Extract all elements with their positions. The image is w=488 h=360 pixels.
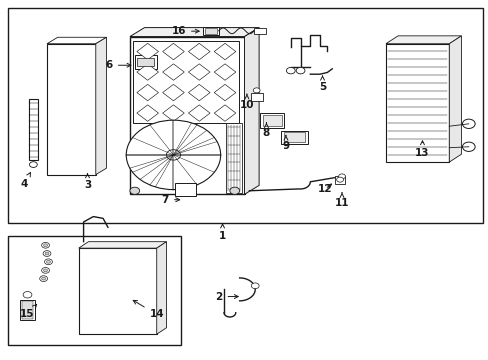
Circle shape bbox=[41, 267, 49, 273]
Bar bbox=[283, 132, 305, 142]
Bar bbox=[8, 8, 483, 223]
Circle shape bbox=[251, 283, 259, 289]
Polygon shape bbox=[214, 43, 235, 60]
Circle shape bbox=[41, 277, 45, 280]
Circle shape bbox=[45, 252, 49, 255]
Text: 7: 7 bbox=[161, 195, 179, 205]
Polygon shape bbox=[385, 36, 461, 44]
Bar bbox=[8, 235, 181, 345]
Circle shape bbox=[43, 269, 47, 272]
Polygon shape bbox=[163, 43, 184, 60]
Text: 3: 3 bbox=[84, 174, 91, 190]
Polygon shape bbox=[244, 28, 259, 194]
Bar bbox=[334, 176, 345, 184]
Bar bbox=[137, 58, 154, 66]
Polygon shape bbox=[137, 64, 158, 80]
Circle shape bbox=[130, 187, 140, 194]
Bar bbox=[250, 93, 263, 101]
Circle shape bbox=[43, 251, 51, 256]
Bar bbox=[29, 99, 38, 160]
Polygon shape bbox=[137, 84, 158, 101]
Text: 14: 14 bbox=[133, 300, 163, 319]
Circle shape bbox=[296, 67, 305, 74]
Bar bbox=[262, 115, 282, 126]
Bar bbox=[260, 113, 284, 128]
Polygon shape bbox=[157, 242, 166, 334]
Bar bbox=[175, 183, 195, 196]
Circle shape bbox=[462, 119, 474, 129]
Polygon shape bbox=[79, 242, 166, 248]
Bar bbox=[225, 123, 242, 193]
Polygon shape bbox=[188, 64, 210, 80]
Polygon shape bbox=[137, 105, 158, 121]
Polygon shape bbox=[163, 64, 184, 80]
Text: 16: 16 bbox=[171, 26, 199, 36]
Circle shape bbox=[229, 187, 239, 194]
Polygon shape bbox=[214, 64, 235, 80]
Polygon shape bbox=[214, 84, 235, 101]
Text: 9: 9 bbox=[282, 135, 289, 151]
Polygon shape bbox=[96, 37, 106, 175]
Bar bbox=[79, 248, 157, 334]
Text: 6: 6 bbox=[105, 60, 131, 70]
Bar bbox=[133, 41, 239, 123]
Bar bbox=[204, 28, 217, 34]
Text: 2: 2 bbox=[215, 292, 238, 302]
Circle shape bbox=[23, 292, 32, 298]
Circle shape bbox=[336, 177, 343, 182]
Bar bbox=[254, 28, 266, 34]
Polygon shape bbox=[214, 105, 235, 121]
Polygon shape bbox=[47, 44, 96, 175]
Polygon shape bbox=[47, 37, 106, 44]
Polygon shape bbox=[163, 84, 184, 101]
Circle shape bbox=[462, 142, 474, 152]
Circle shape bbox=[40, 276, 47, 282]
Circle shape bbox=[29, 162, 37, 167]
Text: 11: 11 bbox=[334, 193, 348, 208]
Text: 8: 8 bbox=[262, 123, 269, 138]
Text: 12: 12 bbox=[317, 184, 331, 194]
Polygon shape bbox=[188, 105, 210, 121]
Bar bbox=[20, 300, 35, 320]
Text: 1: 1 bbox=[219, 224, 226, 240]
Text: 10: 10 bbox=[239, 94, 254, 110]
Bar bbox=[130, 37, 244, 194]
Circle shape bbox=[338, 174, 345, 179]
Circle shape bbox=[286, 67, 295, 74]
Bar bbox=[281, 131, 307, 144]
Circle shape bbox=[126, 120, 220, 190]
Circle shape bbox=[41, 242, 49, 248]
Polygon shape bbox=[188, 43, 210, 60]
Circle shape bbox=[46, 260, 50, 263]
Bar bbox=[21, 301, 33, 319]
Polygon shape bbox=[137, 43, 158, 60]
Polygon shape bbox=[188, 84, 210, 101]
Polygon shape bbox=[130, 28, 259, 37]
Text: 5: 5 bbox=[318, 76, 325, 92]
Text: 13: 13 bbox=[414, 141, 429, 158]
Text: 15: 15 bbox=[20, 304, 37, 319]
Circle shape bbox=[44, 259, 52, 265]
Circle shape bbox=[166, 150, 180, 160]
Bar bbox=[385, 44, 448, 162]
Bar bbox=[203, 27, 218, 35]
Polygon shape bbox=[448, 36, 461, 162]
Bar bbox=[135, 55, 157, 69]
Polygon shape bbox=[163, 105, 184, 121]
Circle shape bbox=[253, 88, 260, 93]
Circle shape bbox=[43, 244, 47, 247]
Text: 4: 4 bbox=[20, 172, 30, 189]
